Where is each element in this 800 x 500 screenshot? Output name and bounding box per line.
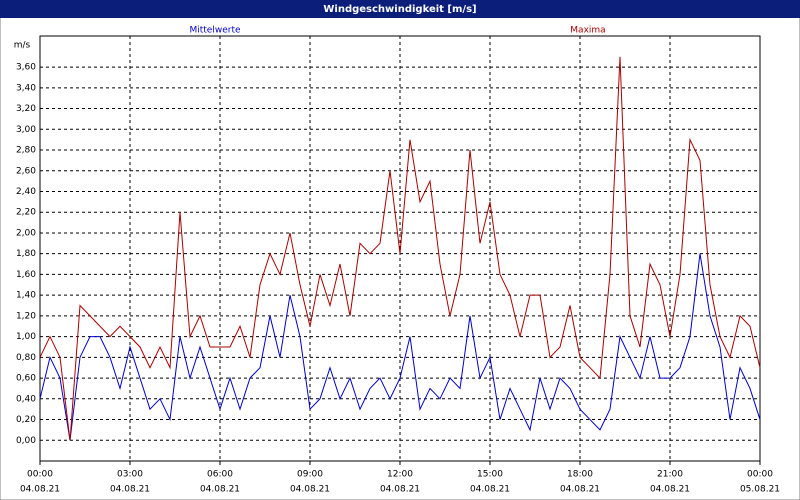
y-tick-label: 3,20 (16, 104, 36, 114)
plot-border (39, 35, 761, 462)
y-tick-label: 2,40 (16, 187, 36, 197)
x-tick-date: 04.08.21 (380, 485, 420, 495)
x-tick-date: 04.08.21 (650, 485, 690, 495)
x-tick-date: 04.08.21 (110, 485, 150, 495)
x-tick-label: 00:00 (27, 470, 53, 480)
y-tick-label: 0,80 (16, 353, 36, 363)
data-line (39, 253, 761, 441)
x-tick-label: 18:00 (567, 470, 593, 480)
x-tick-date: 04.08.21 (560, 485, 600, 495)
y-tick-label: 2,20 (16, 208, 36, 218)
x-tick-label: 09:00 (297, 470, 323, 480)
x-tick-date: 04.08.21 (470, 485, 510, 495)
y-tick-label: 2,80 (16, 146, 36, 156)
x-tick-label: 06:00 (207, 470, 233, 480)
y-tick-label: 0,00 (16, 436, 36, 446)
y-tick-label: 0,40 (16, 394, 36, 404)
title-bar (0, 0, 800, 18)
x-tick-date: 04.08.21 (20, 485, 60, 495)
x-tick-label: 21:00 (657, 470, 683, 480)
chart-title: Windgeschwindigkeit [m/s] (323, 4, 476, 15)
y-unit: m/s (14, 41, 31, 51)
x-tick-label: 00:00 (747, 470, 773, 480)
y-tick-label: 1,20 (16, 311, 36, 321)
y-tick-label: 2,60 (16, 166, 36, 176)
legend-entry: Maxima (570, 26, 605, 36)
y-tick-label: 0,60 (16, 374, 36, 384)
y-tick-label: 2,00 (16, 228, 36, 238)
x-tick-date: 04.08.21 (290, 485, 330, 495)
x-tick-date: 04.08.21 (200, 485, 240, 495)
y-tick-label: 3,60 (16, 63, 36, 73)
y-tick-label: 1,00 (16, 332, 36, 342)
legend-entry: Mittelwerte (189, 26, 240, 36)
y-tick-label: 1,40 (16, 291, 36, 301)
y-tick-label: 1,80 (16, 249, 36, 259)
y-tick-label: 1,60 (16, 270, 36, 280)
y-tick-label: 3,00 (16, 125, 36, 135)
data-line (39, 56, 761, 441)
y-tick-label: 0,20 (16, 415, 36, 425)
x-tick-label: 15:00 (477, 470, 503, 480)
y-tick-label: 3,40 (16, 83, 36, 93)
x-tick-label: 03:00 (117, 470, 143, 480)
x-tick-label: 12:00 (387, 470, 413, 480)
x-tick-date: 05.08.21 (740, 485, 780, 495)
